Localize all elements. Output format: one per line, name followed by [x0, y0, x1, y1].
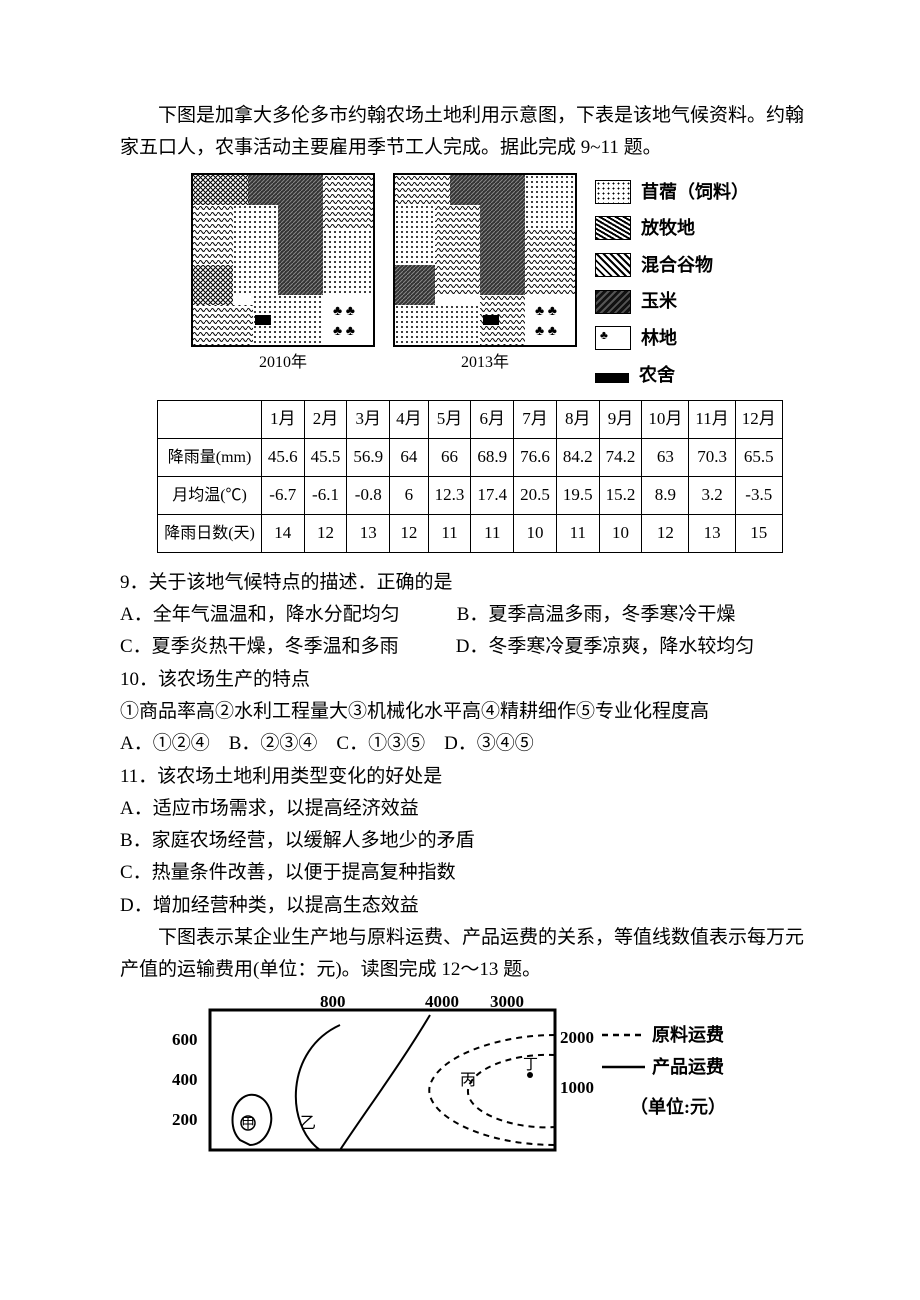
q11-opt-c: C．热量条件改善，以便于提高复种指数	[120, 857, 820, 889]
contour-figure: 800 4000 3000 600 400 200 2000 1000 原料运费…	[170, 995, 770, 1176]
map-2013: ♣ ♣ ♣ ♣	[393, 173, 577, 347]
farm-maps-figure: ♣ ♣ ♣ ♣ 2010年 ♣ ♣ ♣ ♣	[120, 173, 820, 391]
swatch-corn	[595, 290, 631, 314]
svg-text:丁: 丁	[523, 1057, 538, 1073]
swatch-alfalfa	[595, 180, 631, 204]
swatch-forest	[595, 326, 631, 350]
q10-options: A．①②④ B．②③④ C．①③⑤ D．③④⑤	[120, 728, 820, 760]
svg-text:1000: 1000	[560, 1078, 594, 1097]
svg-text:2000: 2000	[560, 1028, 594, 1047]
map-legend: 苜蓿（饲料） 放牧地 混合谷物 玉米 林地 农舍	[595, 173, 749, 391]
svg-text:♣ ♣: ♣ ♣	[333, 324, 355, 339]
q9-stem: 9．关于该地气候特点的描述．正确的是	[120, 567, 820, 599]
intro-paragraph-1: 下图是加拿大多伦多市约翰农场土地利用示意图，下表是该地气候资料。约翰家五口人，农…	[120, 100, 820, 165]
table-row: 月均温(℃) -6.7-6.1-0.8 612.317.4 20.519.515…	[158, 476, 783, 514]
legend-alfalfa: 苜蓿（饲料）	[641, 177, 749, 208]
svg-text:产品运费: 产品运费	[652, 1056, 724, 1077]
q9-opt-a: A．全年气温温和，降水分配均匀 B．夏季高温多雨，冬季寒冷干燥	[120, 599, 820, 631]
year-2010-label: 2010年	[259, 349, 307, 376]
svg-text:丙: 丙	[460, 1072, 476, 1089]
svg-text:200: 200	[172, 1110, 198, 1129]
q10-sub: ①商品率高②水利工程量大③机械化水平高④精耕细作⑤专业化程度高	[120, 696, 820, 728]
climate-table: 1月2月3月 4月5月6月 7月8月9月 10月11月12月 降雨量(mm) 4…	[157, 400, 783, 553]
legend-pasture: 放牧地	[641, 213, 695, 244]
table-row: 降雨日数(天) 141213 121111 101110 121315	[158, 514, 783, 552]
table-row: 降雨量(mm) 45.645.556.9 646668.9 76.684.274…	[158, 439, 783, 477]
svg-text:♣ ♣: ♣ ♣	[333, 304, 355, 319]
legend-corn: 玉米	[641, 286, 677, 317]
legend-forest: 林地	[641, 323, 677, 354]
q10-stem: 10．该农场生产的特点	[120, 664, 820, 696]
table-row: 1月2月3月 4月5月6月 7月8月9月 10月11月12月	[158, 401, 783, 439]
svg-text:原料运费: 原料运费	[652, 1024, 724, 1045]
swatch-house	[595, 373, 629, 383]
q11-opt-a: A．适应市场需求，以提高经济效益	[120, 793, 820, 825]
q11-opt-b: B．家庭农场经营，以缓解人多地少的矛盾	[120, 825, 820, 857]
legend-grain: 混合谷物	[641, 250, 713, 281]
svg-text:♣ ♣: ♣ ♣	[535, 324, 557, 339]
legend-house: 农舍	[639, 360, 675, 391]
svg-text:400: 400	[172, 1070, 198, 1089]
q11-opt-d: D．增加经营种类，以提高生态效益	[120, 890, 820, 922]
svg-text:乙: 乙	[300, 1115, 316, 1132]
svg-text:800: 800	[320, 995, 346, 1011]
intro-paragraph-2: 下图表示某企业生产地与原料运费、产品运费的关系，等值线数值表示每万元产值的运输费…	[120, 922, 820, 987]
svg-text:600: 600	[172, 1030, 198, 1049]
svg-text:♣ ♣: ♣ ♣	[535, 304, 557, 319]
q11-stem: 11．该农场土地利用类型变化的好处是	[120, 761, 820, 793]
year-2013-label: 2013年	[461, 349, 509, 376]
swatch-grain	[595, 253, 631, 277]
svg-text:3000: 3000	[490, 995, 524, 1011]
svg-text:（单位:元）: （单位:元）	[630, 1096, 726, 1117]
map-2010: ♣ ♣ ♣ ♣	[191, 173, 375, 347]
q9-opt-c: C．夏季炎热干燥，冬季温和多雨 D．冬季寒冷夏季凉爽，降水较均匀	[120, 631, 820, 663]
svg-text:甲: 甲	[241, 1117, 255, 1132]
svg-text:4000: 4000	[425, 995, 459, 1011]
swatch-pasture	[595, 216, 631, 240]
